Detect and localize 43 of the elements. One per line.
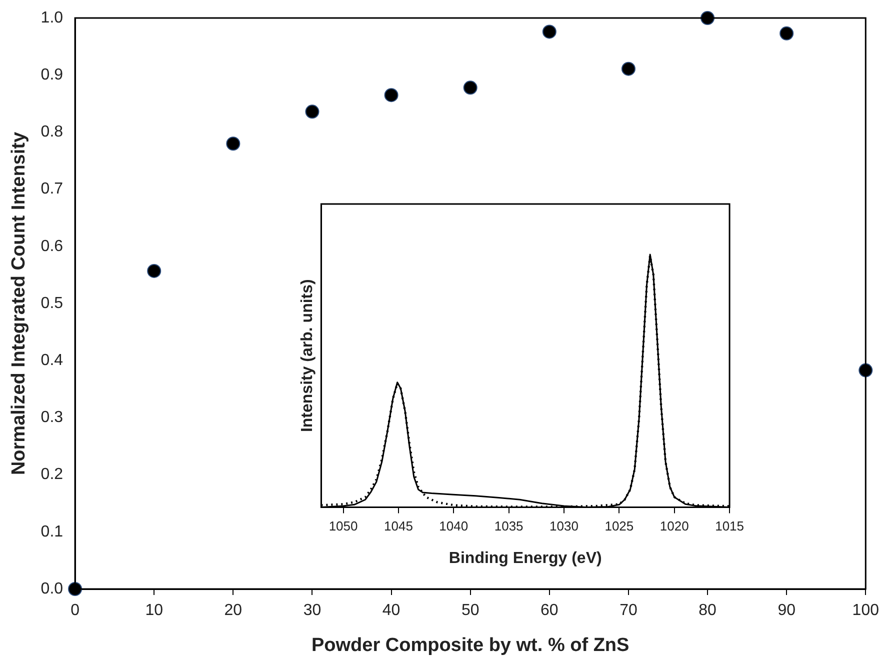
point bbox=[68, 582, 82, 596]
y-tick-label: 0.9 bbox=[40, 66, 64, 84]
x-tick-label: 30 bbox=[303, 602, 322, 620]
point bbox=[305, 104, 320, 119]
x-tick-label: 80 bbox=[698, 602, 717, 620]
point bbox=[780, 26, 794, 40]
y-tick-label: 0.2 bbox=[40, 466, 64, 484]
y-tick-label: 0.0 bbox=[40, 580, 64, 598]
x-tick-label: 1015 bbox=[715, 518, 744, 534]
y-tick-label: 1.0 bbox=[40, 9, 64, 26]
point bbox=[542, 24, 556, 39]
point bbox=[384, 88, 398, 102]
x-tick-label: 1025 bbox=[604, 518, 634, 534]
point bbox=[463, 80, 478, 95]
x-axis-title: Binding Energy (eV) bbox=[448, 550, 602, 567]
x-tick-label: 1035 bbox=[494, 518, 524, 534]
x-tick-label: 1045 bbox=[384, 518, 413, 534]
x-tick-label: 20 bbox=[224, 602, 242, 620]
x-tick-label: 1040 bbox=[439, 518, 468, 534]
x-tick-label: 50 bbox=[461, 602, 480, 620]
x-axis-title: Powder Composite by wt. % of ZnS bbox=[311, 634, 630, 656]
x-tick-label: 1020 bbox=[660, 518, 689, 534]
point bbox=[226, 136, 240, 151]
y-tick-label: 0.3 bbox=[40, 409, 64, 426]
x-tick-label: 40 bbox=[382, 602, 400, 620]
x-tick-label: 70 bbox=[620, 602, 638, 620]
y-tick-label: 0.6 bbox=[40, 238, 64, 255]
x-tick-label: 90 bbox=[778, 602, 796, 620]
point bbox=[147, 264, 162, 278]
point bbox=[621, 62, 636, 76]
x-tick-label: 60 bbox=[540, 602, 558, 620]
x-tick-label: 1030 bbox=[550, 518, 578, 534]
y-tick-label: 0.5 bbox=[40, 294, 64, 312]
y-axis-title: Intensity (arb. units) bbox=[299, 279, 316, 432]
y-axis-title: Normalized Integrated Count Intensity bbox=[8, 132, 30, 476]
y-tick-label: 0.4 bbox=[40, 352, 64, 370]
x-tick-label: 0 bbox=[70, 602, 80, 620]
y-tick-label: 0.7 bbox=[40, 180, 64, 198]
x-tick-label: 100 bbox=[852, 602, 880, 620]
x-tick-label: 10 bbox=[145, 602, 164, 620]
x-tick-label: 1050 bbox=[328, 518, 358, 534]
y-tick-label: 0.1 bbox=[40, 523, 64, 540]
y-tick-label: 0.8 bbox=[40, 124, 64, 141]
